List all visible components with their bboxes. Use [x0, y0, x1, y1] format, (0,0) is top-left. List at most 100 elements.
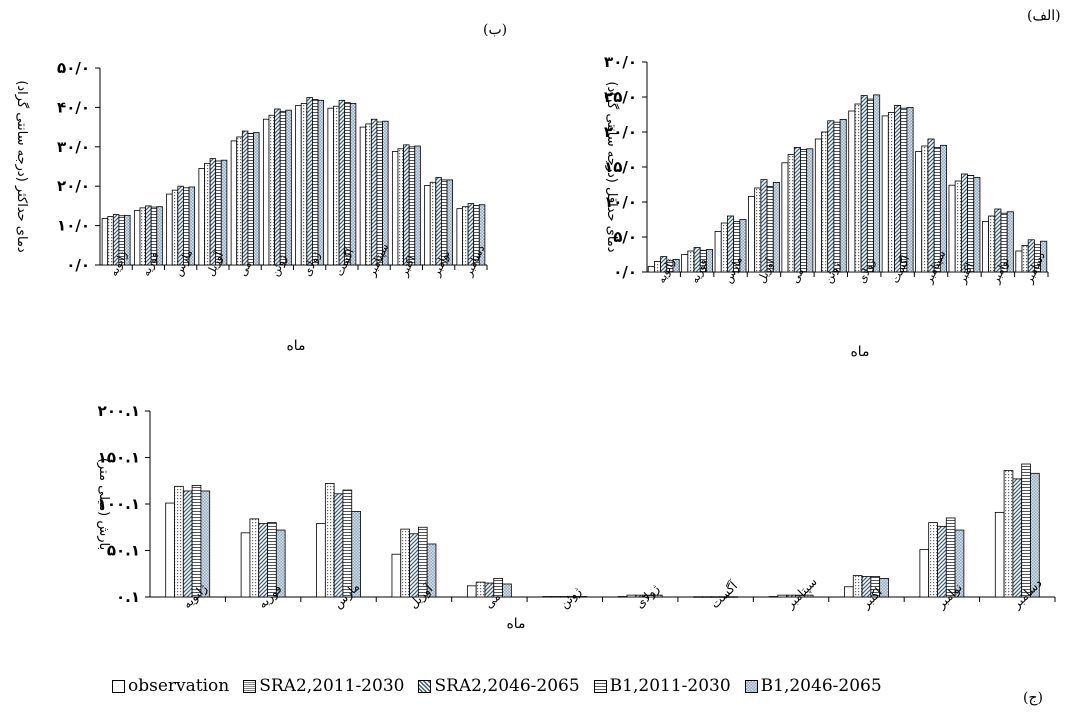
- chart-a-bar: [647, 265, 655, 273]
- chart-c-bar: [316, 523, 326, 598]
- chart-c-bar: [626, 594, 637, 598]
- chart-c-bar: [768, 596, 779, 598]
- panel-label-c: (ج): [1023, 690, 1043, 706]
- chart-b-bar: [188, 186, 196, 266]
- chart-a-bar: [854, 103, 862, 273]
- chart-b-bar: [370, 118, 378, 266]
- chart-c-bar: [200, 490, 211, 598]
- chart-c-bar: [728, 596, 739, 598]
- chart-a-bar: [973, 177, 981, 273]
- chart-b-bar: [253, 132, 260, 266]
- panel-label-b: (ب): [483, 22, 508, 38]
- legend-label-observation: observation: [128, 676, 230, 696]
- chart-a-bar: [887, 112, 895, 273]
- chart-c-bar: [1012, 478, 1023, 598]
- chart-a-y-tick-label: ۰/۰: [613, 263, 637, 281]
- legend-swatch-sra2-2011: [243, 679, 257, 693]
- chart-c-bar: [409, 533, 419, 598]
- chart-c-bar: [542, 596, 552, 598]
- chart-c-bar: [954, 529, 965, 598]
- chart-c-bar: [466, 585, 477, 598]
- chart-b-y-axis-title: دمای حداکثر (درجه سانتی گراد): [14, 80, 30, 253]
- chart-c-bar: [182, 490, 193, 598]
- legend-item-b1-2046: B1,2046-2065: [744, 676, 882, 696]
- chart-b-bar: [365, 123, 372, 266]
- chart-a-bar: [806, 148, 814, 273]
- chart-a-bar: [833, 121, 841, 273]
- chart-b-bar: [268, 114, 275, 266]
- chart-c-bar: [803, 594, 814, 598]
- legend: observation SRA2,2011-2030 SRA2,2046-206…: [112, 676, 882, 696]
- chart-b-y-tick-label: ۵۰/۰: [57, 59, 90, 77]
- chart-b-bar: [462, 206, 469, 266]
- chart-c-y-tick-label: ۵۰.۱: [107, 542, 140, 560]
- chart-c-bar: [1021, 463, 1031, 598]
- chart-c-x-tick-label: سپتامبر: [783, 575, 821, 613]
- legend-item-sra2-2011: SRA2,2011-2030: [243, 676, 404, 696]
- chart-b-bar: [446, 179, 454, 266]
- chart-b-bar: [456, 208, 463, 266]
- chart-b-bar: [312, 99, 319, 266]
- chart-b-y-tick-label: ۴۰/۰: [57, 98, 90, 116]
- chart-c-y-tick-label: ۰.۱: [116, 588, 140, 606]
- chart-a-bar: [1015, 250, 1023, 273]
- chart-c-y-tick-label: ۱۵۰.۱: [98, 449, 140, 467]
- chart-a-bar: [827, 120, 835, 273]
- chart-c-bar: [165, 502, 175, 598]
- chart-c-bar: [879, 578, 889, 598]
- chart-a-bar: [860, 95, 868, 273]
- chart-b-bar: [414, 145, 421, 266]
- chart-b-bar: [133, 210, 141, 266]
- chart-a-bar: [706, 249, 714, 273]
- chart-b-bar: [230, 140, 238, 266]
- legend-swatch-sra2-2046: [418, 679, 432, 693]
- chart-a-bar: [900, 107, 908, 273]
- chart-a-bar: [748, 195, 756, 273]
- chart-b-y-tick-label: ۰/۰: [66, 256, 90, 274]
- chart-b-bar: [139, 207, 146, 266]
- chart-a-bar: [981, 221, 989, 273]
- chart-c-bar: [919, 549, 930, 598]
- chart-b-bar: [215, 160, 222, 266]
- chart-a-y-tick-label: ۳۰/۰: [604, 53, 637, 71]
- chart-c-bar: [653, 594, 663, 598]
- chart-a-bar: [921, 145, 929, 273]
- chart-b-bar: [209, 158, 217, 266]
- chart-a-bar: [848, 110, 856, 273]
- chart-b-bar: [295, 105, 302, 266]
- chart-a-bar: [1040, 240, 1048, 273]
- chart-c-bar: [426, 543, 437, 598]
- chart-b-y-tick-label: ۳۰/۰: [57, 138, 90, 156]
- legend-swatch-b1-2011: [593, 679, 607, 693]
- chart-b-bar: [359, 126, 367, 266]
- chart-a-bar: [787, 153, 795, 273]
- chart-a-bar: [814, 138, 822, 273]
- chart-b-bar: [204, 162, 211, 266]
- chart-a-bar: [866, 98, 874, 273]
- chart-a-bar: [714, 230, 722, 273]
- chart-c-bar: [391, 553, 402, 598]
- chart-c-x-tick-label: ژوئن: [557, 584, 585, 612]
- legend-label-sra2-2011: SRA2,2011-2030: [259, 676, 405, 696]
- chart-c-bar: [249, 518, 260, 598]
- legend-label-sra2-2046: SRA2,2046-2065: [434, 676, 580, 696]
- chart-a-bar: [800, 149, 808, 273]
- chart-b-bar: [397, 148, 404, 266]
- chart-a-bar: [988, 215, 996, 273]
- chart-c-bar: [937, 525, 947, 598]
- chart-b-bar: [247, 133, 254, 266]
- legend-swatch-b1-2046: [744, 679, 758, 693]
- chart-b-bar: [338, 99, 346, 266]
- chart-c-bar: [275, 529, 286, 598]
- panel-label-a: (الف): [1027, 8, 1061, 24]
- chart-b-x-tick-label: می: [236, 259, 254, 278]
- chart-b-bar: [391, 151, 399, 266]
- chart-a-y-tick-label: ۲۰/۰: [604, 123, 637, 141]
- chart-a-bar: [754, 187, 762, 273]
- chart-a-bar: [881, 115, 889, 273]
- chart-a-bar: [1006, 211, 1014, 273]
- chart-c-y-tick-label: ۱۰۰.۱: [98, 495, 140, 513]
- chart-c-y-tick-label: ۲۰۰.۱: [98, 402, 140, 420]
- chart-b-bar: [166, 193, 173, 266]
- legend-item-observation: observation: [112, 676, 229, 696]
